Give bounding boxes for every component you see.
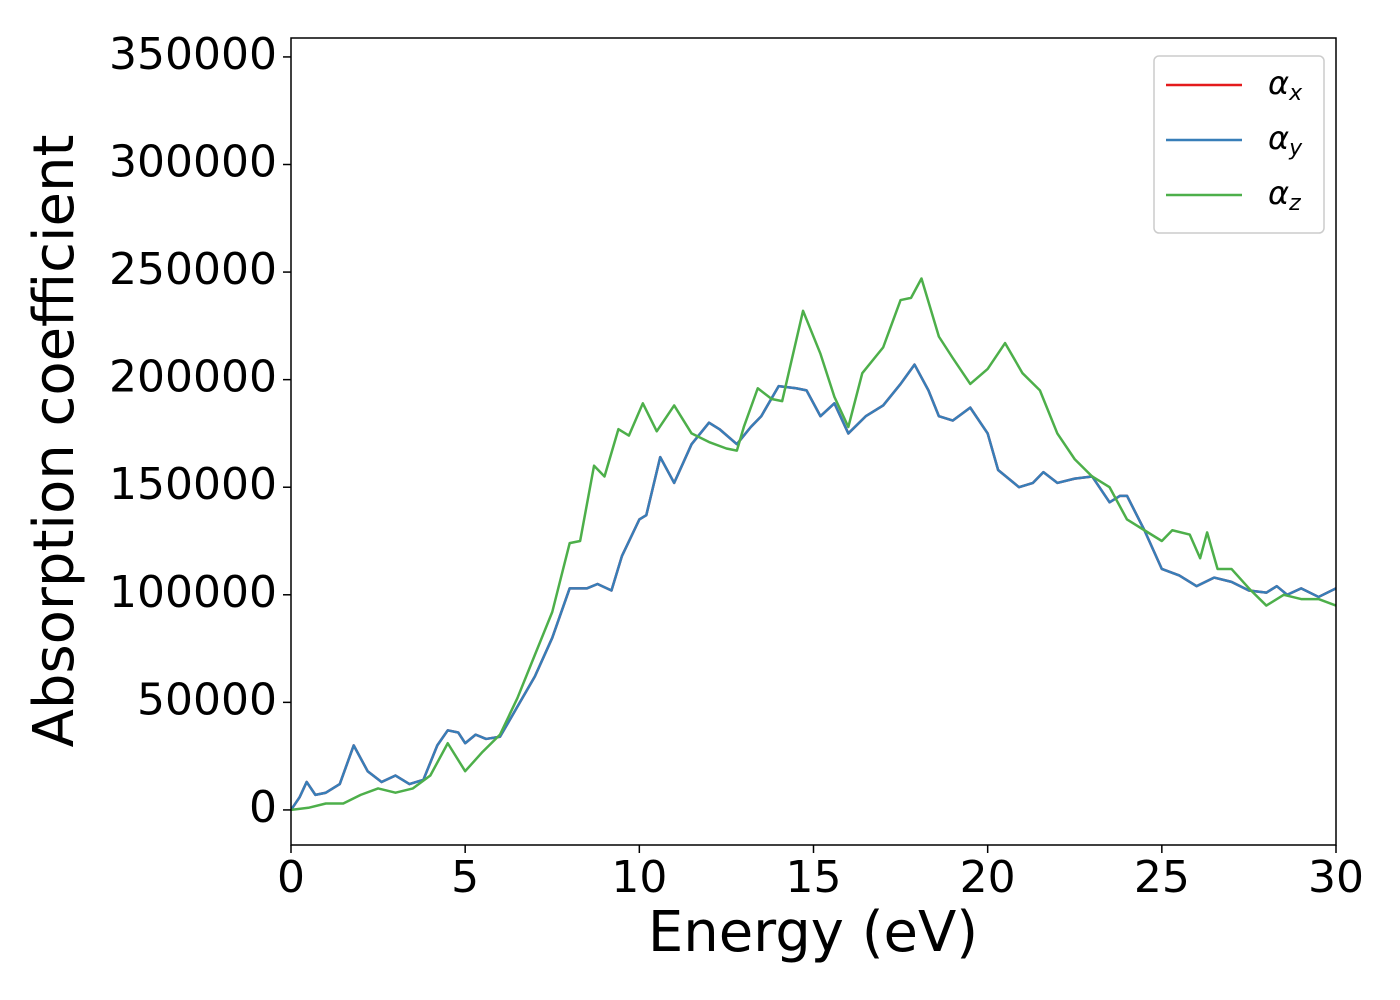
x-tick-label: 20 [960,852,1016,903]
y-tick-label: 200000 [109,352,277,403]
y-tick-label: 350000 [109,29,277,80]
x-tick-label: 30 [1308,852,1364,903]
y-tick-label: 50000 [137,674,277,725]
series-line [291,363,1336,811]
x-tick-label: 15 [786,852,842,903]
y-tick-label: 100000 [109,567,277,618]
legend-box [1153,55,1325,234]
y-tick-label: 300000 [109,137,277,188]
x-tick-label: 0 [277,852,305,903]
legend-label: αx [1268,64,1303,106]
legend-label: αy [1268,119,1303,161]
x-tick-label: 10 [611,852,667,903]
series-line [291,277,1336,812]
plot-frame [290,37,1337,846]
legend-label: αz [1268,174,1301,216]
x-axis-label: Energy (eV) [648,900,978,965]
y-tick-label: 150000 [109,459,277,510]
y-axis-label: Absorption coefficient [22,135,87,748]
y-tick-label: 0 [249,782,277,833]
y-tick-label: 250000 [109,244,277,295]
x-tick-label: 25 [1134,852,1190,903]
x-tick-label: 5 [451,852,479,903]
